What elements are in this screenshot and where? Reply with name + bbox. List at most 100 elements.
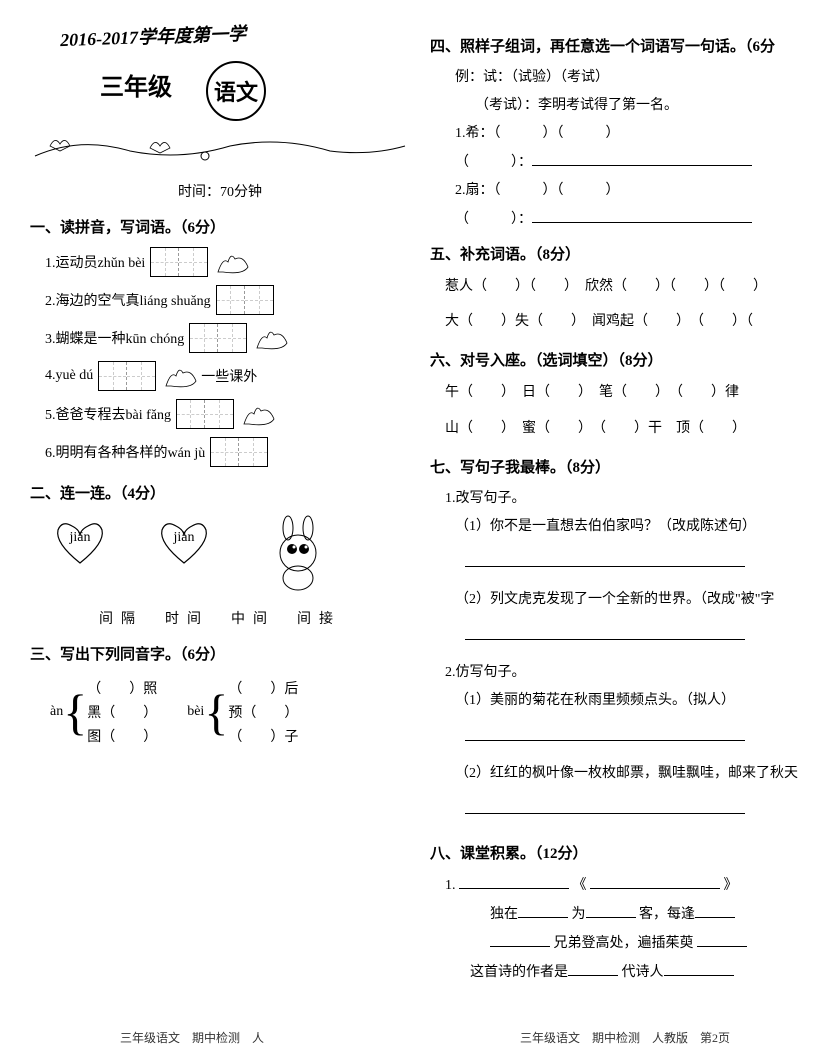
swan-icon [252, 323, 292, 353]
time-info: 时间：70分钟 [30, 181, 410, 201]
s7-p1: 1.改写句子。 [445, 487, 810, 507]
blank-line[interactable] [532, 150, 752, 166]
heart-2-text: jiàn [174, 530, 195, 545]
r3a: 这首诗的作者是 [470, 965, 568, 980]
grade-row: 三年级 语文 [30, 61, 410, 121]
r3b: 代诗人 [622, 965, 664, 980]
char-boxes[interactable] [210, 437, 268, 467]
s4-q2[interactable]: 2.扇：（ ）（ ） [455, 179, 810, 199]
s8-r1[interactable]: 独在 为 客，每逢 [490, 902, 810, 923]
bracket-icon: { [204, 682, 228, 742]
s4-q1b[interactable]: （ ）： [455, 150, 810, 171]
book-l: 《 [573, 878, 587, 893]
section-1-title: 一、读拼音，写词语。（6分） [30, 216, 410, 237]
blank-line[interactable] [532, 207, 752, 223]
s2-words: 间隔 时间 中间 间接 [30, 608, 410, 628]
col-bei: （ ）后 预（ ） （ ）子 [228, 674, 298, 750]
section-5-title: 五、补充词语。（8分） [430, 243, 810, 264]
q1-6: 6.明明有各种各样的wán jù [45, 437, 410, 467]
q1-4b-text: 一些课外 [201, 366, 257, 386]
section-6-title: 六、对号入座。（选词填空）（8分） [430, 349, 810, 370]
col-an: （ ）照 黑（ ） 图（ ） [87, 674, 157, 750]
s4-q1[interactable]: 1.希：（ ）（ ） [455, 122, 810, 142]
r1a[interactable]: （ ）照 [87, 678, 157, 698]
s7-p2: 2.仿写句子。 [445, 661, 810, 681]
q1-1-text: 1.运动员zhǔn bèi [45, 252, 145, 272]
q1-4a-text: 4.yuè dú [45, 368, 93, 384]
bird-decoration [30, 126, 410, 166]
page-left: 2016-2017学年度第一学 三年级 语文 时间：70分钟 一、读拼音，写词语… [0, 0, 420, 1056]
pinyin-bei: bèi [187, 704, 204, 720]
q1-5-text: 5.爸爸专程去bài fǎng [45, 404, 171, 424]
swan-icon [161, 361, 201, 391]
section-4-title: 四、照样子组词，再任意选一个词语写一句话。（6分 [430, 35, 810, 56]
blank-line[interactable] [568, 960, 618, 976]
s4-q2b-label: （ ）： [455, 212, 532, 227]
grade-title: 三年级 [100, 67, 172, 102]
s4-ex2: （考试）：李明考试得了第一名。 [475, 94, 810, 114]
s4-q2b[interactable]: （ ）： [455, 207, 810, 228]
r1a: 独在 [490, 907, 518, 922]
s7-q1: （1）你不是一直想去伯伯家吗？（改成陈述句） [455, 515, 810, 535]
blank-line[interactable] [465, 551, 745, 567]
s4-ex1: 例：试：（试验）（考试） [455, 66, 810, 86]
blank-line[interactable] [518, 902, 568, 918]
char-boxes[interactable] [189, 323, 247, 353]
char-boxes[interactable] [176, 399, 234, 429]
s6-r1[interactable]: 午（ ） 日（ ） 笔（ ） （ ）律 [445, 380, 810, 405]
s8-r2[interactable]: 兄弟登高处，遍插茱萸 [490, 931, 810, 952]
q1-3: 3.蝴蝶是一种kūn chóng [45, 323, 410, 353]
s7-q2: （2）列文虎克发现了一个全新的世界。（改成"被"字 [455, 588, 810, 608]
q1-5: 5.爸爸专程去bài fǎng [45, 399, 410, 429]
r1b[interactable]: （ ）后 [228, 678, 298, 698]
r3a[interactable]: 图（ ） [87, 726, 157, 746]
r1b: 为 [572, 907, 586, 922]
r2b[interactable]: 预（ ） [228, 702, 298, 722]
header-year: 2016-2017学年度第一学 [60, 14, 411, 52]
blank-line[interactable] [697, 931, 747, 947]
homophone-group: àn { （ ）照 黑（ ） 图（ ） bèi { （ ）后 预（ ） （ ）子 [50, 674, 410, 750]
char-boxes[interactable] [216, 285, 274, 315]
blank-line[interactable] [590, 873, 720, 889]
blank-line[interactable] [465, 725, 745, 741]
pinyin-an: àn [50, 704, 63, 720]
blank-line[interactable] [465, 798, 745, 814]
blank-line[interactable] [465, 624, 745, 640]
s5-r2[interactable]: 大（ ）失（ ） 闻鸡起（ ） （ ）（ [445, 309, 810, 334]
s7-q3: （1）美丽的菊花在秋雨里频频点头。（拟人） [455, 689, 810, 709]
s8-q1: 1. 《 》 [445, 873, 810, 894]
r2a[interactable]: 黑（ ） [87, 702, 157, 722]
char-boxes[interactable] [150, 247, 208, 277]
blank-line[interactable] [586, 902, 636, 918]
swan-icon [239, 399, 279, 429]
subject-circle: 语文 [206, 61, 266, 121]
q1-3-text: 3.蝴蝶是一种kūn chóng [45, 328, 184, 348]
char-boxes[interactable] [98, 361, 156, 391]
s8-num: 1. [445, 878, 456, 893]
bracket-icon: { [63, 682, 87, 742]
s5-r1[interactable]: 惹人（ ）（ ） 欣然（ ）（ ）（ ） [445, 274, 810, 299]
s4-q1b-label: （ ）： [455, 155, 532, 170]
q1-1: 1.运动员zhǔn bèi [45, 247, 410, 277]
q1-6-text: 6.明明有各种各样的wán jù [45, 442, 205, 462]
blank-line[interactable] [490, 931, 550, 947]
q1-4: 4.yuè dú 一些课外 [45, 361, 410, 391]
r3b[interactable]: （ ）子 [228, 726, 298, 746]
s6-r2[interactable]: 山（ ） 蜜（ ） （ ）干 顶（ ） [445, 416, 810, 441]
blank-line[interactable] [695, 902, 735, 918]
footer-left: 三年级语文 期中检测 人 [120, 1029, 264, 1046]
heart-1-text: jiān [70, 530, 91, 545]
heart-1: jiān [50, 518, 110, 568]
heart-2: jiàn [154, 518, 214, 568]
r1c: 客，每逢 [639, 907, 695, 922]
q1-2-text: 2.海边的空气真liáng shuǎng [45, 290, 211, 310]
s8-r3[interactable]: 这首诗的作者是 代诗人 [470, 960, 810, 981]
r2: 兄弟登高处，遍插茱萸 [554, 936, 694, 951]
blank-line[interactable] [664, 960, 734, 976]
blank-line[interactable] [459, 873, 569, 889]
s7-q4: （2）红红的枫叶像一枚枚邮票，飘哇飘哇，邮来了秋天 [455, 762, 810, 782]
hearts-row: jiān jiàn [30, 513, 410, 593]
section-7-title: 七、写句子我最棒。（8分） [430, 456, 810, 477]
q1-2: 2.海边的空气真liáng shuǎng [45, 285, 410, 315]
swan-icon [213, 247, 253, 277]
